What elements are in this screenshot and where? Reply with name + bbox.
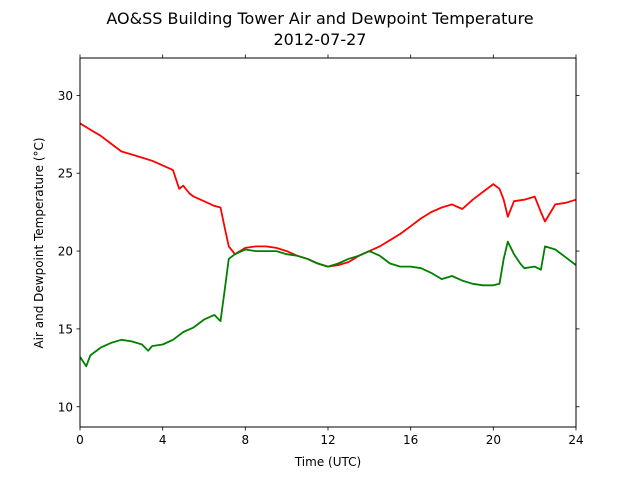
ticks-layer: 0 4 8 12 16 20 24 10 15 20 25 30 xyxy=(58,54,584,447)
x-tick-label: 20 xyxy=(486,433,501,447)
x-tick-label: 4 xyxy=(159,433,167,447)
series-layer xyxy=(79,122,577,368)
x-axis-label: Time (UTC) xyxy=(294,455,361,469)
y-axis-label: Air and Dewpoint Temperature (°C) xyxy=(32,137,46,348)
x-tick-label: 16 xyxy=(403,433,418,447)
chart-subtitle: 2012-07-27 xyxy=(274,30,367,49)
x-tick-label: 12 xyxy=(320,433,335,447)
y-tick-label: 15 xyxy=(58,322,73,336)
y-tick-label: 30 xyxy=(58,89,73,103)
x-tick-label: 0 xyxy=(76,433,84,447)
plot-frame xyxy=(79,57,577,428)
y-tick-label: 10 xyxy=(58,400,73,414)
y-tick-label: 25 xyxy=(58,167,73,181)
chart-title: AO&SS Building Tower Air and Dewpoint Te… xyxy=(106,9,533,28)
x-tick-label: 8 xyxy=(242,433,250,447)
plot-area xyxy=(80,58,576,427)
x-tick-label: 24 xyxy=(568,433,583,447)
y-tick-label: 20 xyxy=(58,245,73,259)
series-line-1 xyxy=(79,240,577,368)
